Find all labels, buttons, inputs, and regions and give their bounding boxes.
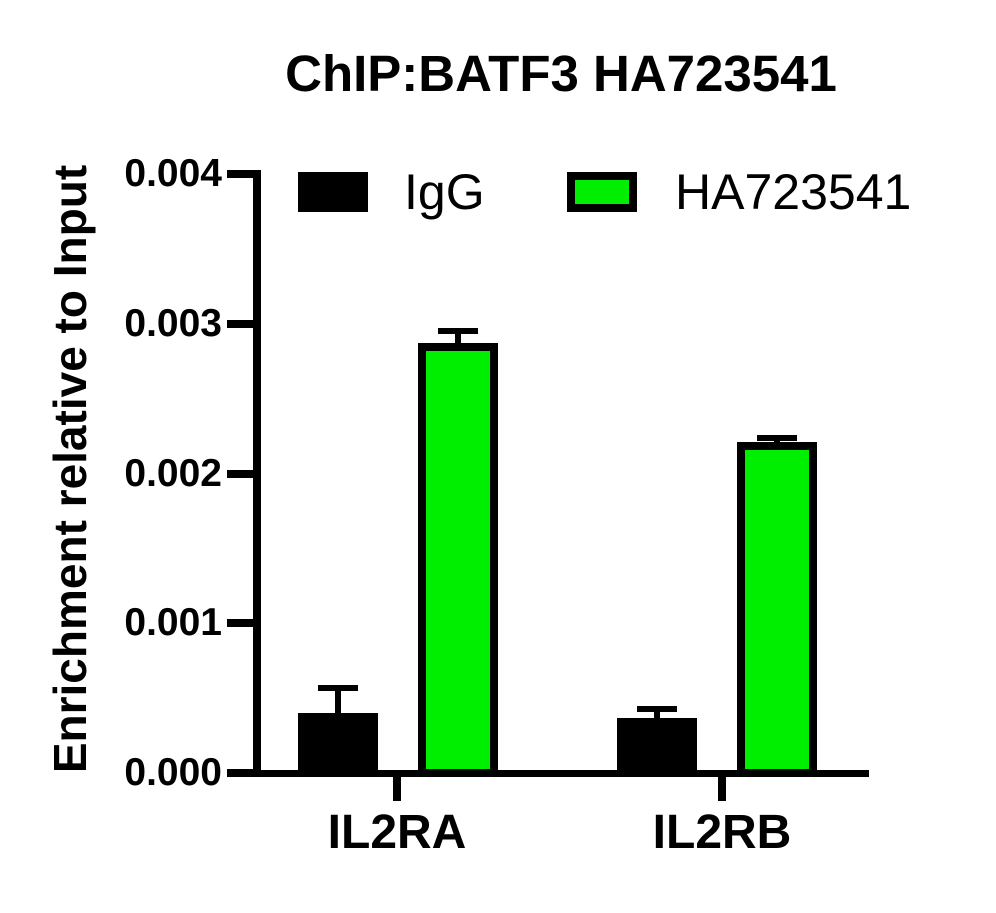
legend-swatch-ha723541-icon	[567, 172, 637, 212]
error-bar-cap-ha723541-il2rb	[757, 434, 797, 441]
legend-item-igg: IgG	[298, 164, 485, 220]
x-axis-line	[253, 770, 869, 777]
y-tick-label: 0.002	[124, 451, 222, 495]
legend-label-ha723541: HA723541	[675, 164, 912, 220]
y-tick-label: 0.001	[124, 601, 222, 645]
legend-label-igg: IgG	[404, 164, 485, 220]
bar-ha723541-il2rb	[737, 442, 817, 777]
y-tick	[227, 769, 253, 777]
category-label-il2rb: IL2RB	[652, 806, 792, 859]
x-tick	[718, 776, 726, 801]
y-axis-line	[253, 170, 261, 777]
error-bar-cap-ha723541-il2ra	[437, 328, 478, 335]
y-tick-label: 0.004	[124, 152, 222, 195]
bar-ha723541-il2ra	[417, 343, 498, 777]
legend-swatch-igg-icon	[298, 172, 368, 212]
y-tick	[227, 170, 253, 178]
bar-igg-il2ra	[297, 713, 378, 777]
y-tick-label: 0.000	[124, 751, 222, 794]
y-tick	[227, 619, 253, 628]
error-bar-cap-igg-il2rb	[637, 705, 677, 712]
category-label-il2ra: IL2RA	[327, 806, 467, 859]
error-bar-stem-igg-il2ra	[334, 687, 341, 728]
legend-item-ha723541: HA723541	[567, 164, 912, 220]
y-tick-label: 0.003	[124, 301, 222, 345]
bar-igg-il2rb	[617, 717, 697, 777]
error-bar-cap-igg-il2ra	[317, 684, 358, 691]
y-tick	[227, 319, 253, 328]
chart-title: ChIP:BATF3 HA723541	[285, 45, 837, 102]
y-tick	[227, 469, 253, 478]
x-tick	[393, 776, 401, 801]
